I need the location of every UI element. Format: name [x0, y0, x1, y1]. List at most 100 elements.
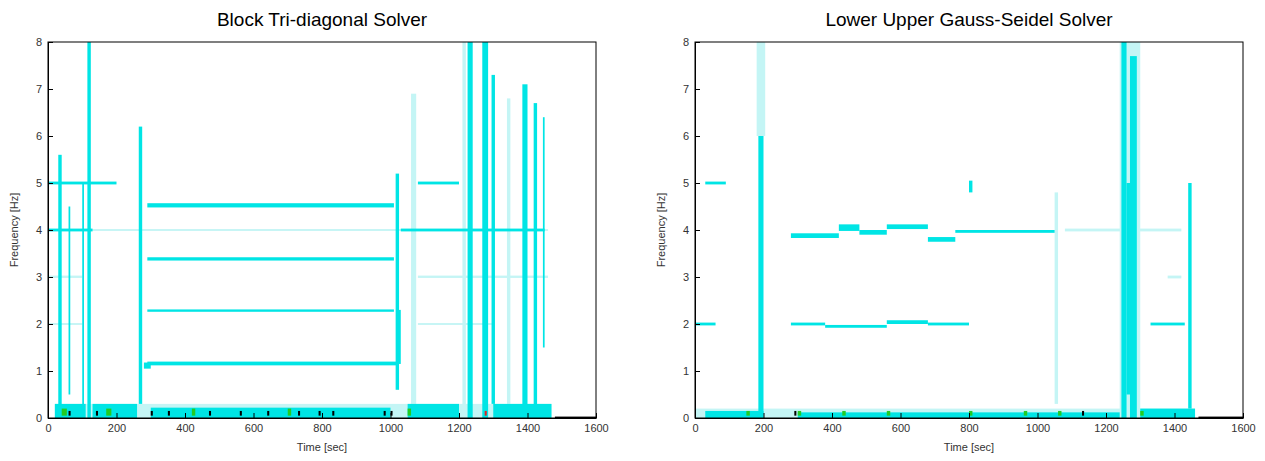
tick: 800	[313, 413, 331, 434]
cell	[887, 224, 928, 229]
tick-label: 800	[960, 422, 978, 434]
tick-label: 1200	[447, 422, 471, 434]
tick-mark	[596, 413, 597, 418]
tick-label: 0	[692, 422, 698, 434]
cell	[1140, 411, 1143, 416]
tick: 1	[683, 365, 700, 377]
cell	[695, 409, 1195, 418]
tick-mark	[695, 277, 700, 278]
cell	[887, 320, 928, 324]
y-axis: 012345678	[36, 36, 53, 424]
cell	[887, 411, 890, 416]
cell	[48, 229, 548, 231]
tick-mark	[48, 230, 53, 231]
layer	[48, 42, 551, 418]
tick-label: 1000	[379, 422, 403, 434]
tick-label: 400	[823, 422, 841, 434]
tick: 5	[683, 177, 700, 189]
cell	[69, 207, 71, 395]
cell	[267, 411, 269, 416]
tick-label: 1	[36, 365, 42, 377]
tick: 200	[755, 413, 773, 434]
y-axis: 012345678	[683, 36, 700, 424]
cell	[757, 42, 766, 136]
tick-mark	[48, 183, 53, 184]
cell	[928, 237, 955, 242]
cell	[151, 408, 391, 418]
tick-label: 1200	[1094, 422, 1118, 434]
layer	[48, 42, 551, 418]
x-axis-title: Time [sec]	[944, 441, 994, 453]
cell	[62, 409, 67, 416]
tick: 4	[36, 224, 53, 236]
axis-line	[49, 418, 597, 419]
cell	[147, 203, 394, 207]
tick-label: 7	[683, 83, 689, 95]
cell	[969, 181, 972, 193]
cell	[147, 362, 397, 366]
y-axis-title: Frequency [Hz]	[655, 193, 667, 268]
tick-mark	[832, 413, 833, 418]
tick: 200	[108, 413, 126, 434]
tick-mark	[695, 230, 700, 231]
cell	[418, 182, 459, 185]
tick-mark	[695, 89, 700, 90]
tick: 3	[36, 271, 53, 283]
cell	[839, 224, 860, 231]
tick-label: 4	[36, 224, 42, 236]
cell	[48, 276, 82, 278]
cell	[1082, 411, 1084, 416]
x-axis: 02004006008001000120014001600	[692, 413, 1255, 434]
cell	[1121, 42, 1126, 418]
tick: 400	[823, 413, 841, 434]
cell	[1168, 276, 1182, 279]
tick: 8	[683, 36, 700, 48]
tick: 1400	[516, 413, 540, 434]
tick-label: 0	[683, 412, 689, 424]
tick-label: 6	[683, 130, 689, 142]
tick: 8	[36, 36, 53, 48]
tick-mark	[322, 413, 323, 418]
tick-mark	[764, 413, 765, 418]
x-axis-title: Time [sec]	[297, 441, 347, 453]
cell	[319, 411, 321, 416]
tick: 400	[176, 413, 194, 434]
tick-label: 800	[313, 422, 331, 434]
cell	[408, 404, 459, 418]
cell	[746, 411, 749, 416]
tick: 4	[683, 224, 700, 236]
cell	[209, 411, 211, 416]
cell	[55, 404, 552, 418]
tick-label: 1000	[1026, 422, 1050, 434]
tick: 600	[245, 413, 263, 434]
panel: 02004006008001000120014001600012345678Bl…	[8, 9, 609, 453]
plot-background	[48, 42, 596, 418]
tick-label: 2	[36, 318, 42, 330]
cell	[794, 411, 796, 416]
layer	[62, 409, 411, 416]
cell	[798, 412, 1120, 418]
tick: 800	[960, 413, 978, 434]
cell	[1058, 411, 1061, 416]
tick-mark	[901, 413, 902, 418]
cell	[48, 323, 82, 325]
cell	[798, 411, 801, 416]
tick-mark	[695, 136, 700, 137]
tick-mark	[695, 324, 700, 325]
cell	[401, 229, 545, 232]
cells	[48, 42, 596, 418]
tick: 0	[683, 412, 700, 424]
cell	[825, 325, 887, 328]
cell	[82, 183, 84, 418]
cell	[791, 233, 839, 238]
tick: 3	[683, 271, 700, 283]
cell	[1151, 323, 1185, 326]
tick: 1200	[447, 413, 471, 434]
tick-label: 8	[683, 36, 689, 48]
cell	[955, 230, 1054, 233]
cell	[705, 411, 763, 418]
tick: 1000	[1026, 413, 1050, 434]
tick-mark	[1038, 413, 1039, 418]
tick-mark	[48, 136, 53, 137]
tick-mark	[391, 413, 392, 418]
